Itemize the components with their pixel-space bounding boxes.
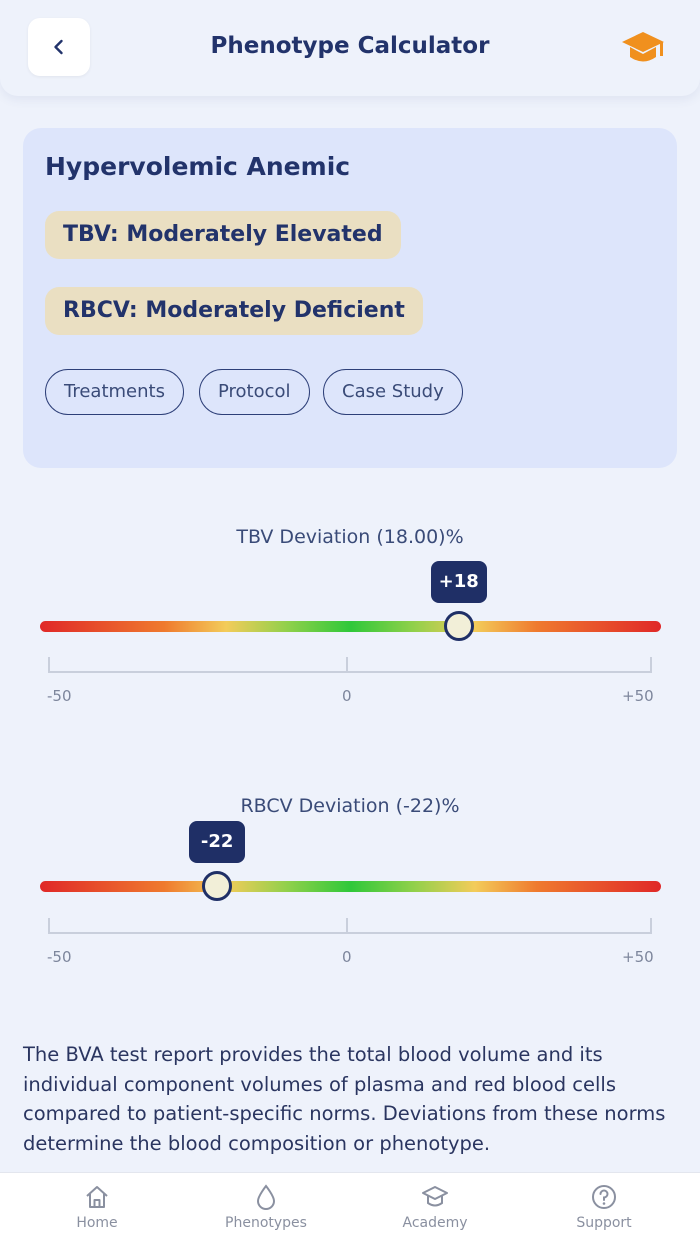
nav-academy-label: Academy <box>402 1215 468 1231</box>
rbcv-tick-label-zero: 0 <box>342 948 352 966</box>
rbcv-tick-zero <box>346 918 348 934</box>
nav-support-label: Support <box>576 1215 632 1231</box>
graduation-cap-icon[interactable] <box>620 28 666 68</box>
page-title: Phenotype Calculator <box>210 33 490 59</box>
phenotype-result-card: Hypervolemic Anemic TBV: Moderately Elev… <box>23 128 677 468</box>
tbv-tick-label-min: -50 <box>47 687 72 705</box>
rbcv-tick-label-max: +50 <box>622 948 654 966</box>
rbcv-status-badge: RBCV: Moderately Deficient <box>45 287 423 335</box>
rbcv-slider-handle[interactable] <box>202 871 233 901</box>
treatments-button[interactable]: Treatments <box>45 369 184 415</box>
protocol-button[interactable]: Protocol <box>199 369 310 415</box>
tbv-slider-track[interactable] <box>40 621 661 632</box>
tbv-tick-max <box>650 657 652 673</box>
bva-description: The BVA test report provides the total b… <box>23 1043 666 1155</box>
nav-phenotypes[interactable]: Phenotypes <box>206 1173 326 1245</box>
tbv-tick-zero <box>346 657 348 673</box>
rbcv-tick-max <box>650 918 652 934</box>
help-circle-icon <box>592 1185 616 1209</box>
rbcv-slider-track[interactable] <box>40 881 661 892</box>
nav-home[interactable]: Home <box>37 1173 157 1245</box>
nav-support[interactable]: Support <box>544 1173 664 1245</box>
app-header: Phenotype Calculator <box>0 0 700 96</box>
nav-home-label: Home <box>76 1215 118 1231</box>
rbcv-value-bubble: -22 <box>189 821 246 863</box>
nav-academy[interactable]: Academy <box>375 1173 495 1245</box>
rbcv-axis-line <box>48 932 652 934</box>
bottom-nav: Home Phenotypes Academy Support <box>0 1172 700 1245</box>
tbv-tick-label-max: +50 <box>622 687 654 705</box>
nav-phenotypes-label: Phenotypes <box>225 1215 307 1231</box>
tbv-tick-min <box>48 657 50 673</box>
tbv-slider-handle[interactable] <box>443 611 474 641</box>
tbv-status-badge: TBV: Moderately Elevated <box>45 211 401 259</box>
home-icon <box>86 1186 108 1208</box>
back-button[interactable] <box>28 18 90 76</box>
tbv-tick-label-zero: 0 <box>342 687 352 705</box>
tbv-value-bubble: +18 <box>430 561 487 603</box>
phenotype-name: Hypervolemic Anemic <box>45 152 351 181</box>
graduation-cap-icon <box>422 1186 448 1207</box>
rbcv-tick-min <box>48 918 50 934</box>
tbv-axis-line <box>48 671 652 673</box>
tbv-deviation-title: TBV Deviation (18.00)% <box>236 526 464 548</box>
case-study-button[interactable]: Case Study <box>323 369 463 415</box>
droplet-icon <box>256 1184 276 1210</box>
rbcv-deviation-title: RBCV Deviation (-22)% <box>240 795 460 817</box>
chevron-left-icon <box>54 39 63 55</box>
rbcv-tick-label-min: -50 <box>47 948 72 966</box>
